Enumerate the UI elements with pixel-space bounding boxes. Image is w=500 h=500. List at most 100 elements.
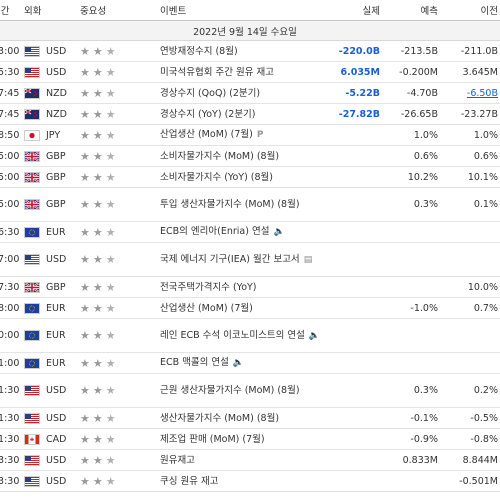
event-name[interactable]: 쿠싱 원유 재고 bbox=[156, 470, 326, 492]
col-previous-header[interactable]: 이전 bbox=[442, 0, 500, 21]
speaker-icon: 🔈 bbox=[232, 358, 245, 368]
currency-code: USD bbox=[46, 454, 67, 466]
event-name[interactable]: ECB 맥콜의 연설 🔈 bbox=[156, 352, 326, 374]
event-label[interactable]: ECB 맥콜의 연설 bbox=[160, 357, 229, 368]
event-name[interactable]: 생산자물가지수 (MoM) (8월) bbox=[156, 407, 326, 429]
previous-value: -211.0B bbox=[442, 40, 500, 62]
event-label[interactable]: 원유재고 bbox=[160, 454, 195, 466]
speaker-icon: 🔈 bbox=[308, 330, 321, 341]
star-icon: ★ bbox=[80, 329, 90, 342]
event-label[interactable]: 산업생산 (MoM) (7월) bbox=[160, 302, 253, 314]
importance-cell: ★ ★ ★ bbox=[76, 242, 156, 277]
col-event-header[interactable]: 이벤트 bbox=[156, 0, 326, 21]
col-actual-header[interactable]: 실제 bbox=[326, 0, 384, 21]
event-name[interactable]: 경상수지 (YoY) (2분기) bbox=[156, 103, 326, 125]
actual-value bbox=[326, 373, 384, 408]
event-label[interactable]: 투입 생산자물가지수 (MoM) (8월) bbox=[160, 199, 300, 210]
previous-value: -0.501M bbox=[442, 470, 500, 492]
forecast-value: 0.6% bbox=[384, 145, 442, 167]
event-name[interactable]: 원유재고 bbox=[156, 449, 326, 471]
forecast-value bbox=[384, 242, 442, 277]
event-label[interactable]: 제조업 판매 (MoM) (7월) bbox=[160, 433, 265, 445]
event-name[interactable]: 소비자물가지수 (YoY) (8월) bbox=[156, 166, 326, 188]
event-label[interactable]: 산업생산 (MoM) (7월) bbox=[160, 129, 253, 140]
star-icon: ★ bbox=[105, 280, 116, 294]
star-icon: ★ bbox=[80, 128, 90, 142]
forecast-value bbox=[384, 276, 442, 298]
event-name[interactable]: 전국주택가격지수 (YoY) bbox=[156, 276, 326, 298]
star-icon: ★ bbox=[105, 453, 116, 467]
importance-cell: ★ ★ ★ bbox=[76, 82, 156, 104]
actual-value bbox=[326, 318, 384, 353]
event-label[interactable]: 국제 에너지 기구(IEA) 월간 보고서 bbox=[160, 253, 300, 265]
col-currency-header[interactable]: 외화 bbox=[20, 0, 76, 21]
event-label[interactable]: 전국주택가격지수 (YoY) bbox=[160, 281, 257, 293]
event-name[interactable]: 산업생산 (MoM) (7월) P bbox=[156, 124, 326, 146]
event-label[interactable]: 레인 ECB 수석 이코노미스트의 연설 bbox=[160, 329, 305, 341]
event-name[interactable]: ECB의 엔리아(Enria) 연설 🔈 bbox=[156, 221, 326, 243]
event-label[interactable]: 미국석유협회 주간 원유 재고 bbox=[160, 66, 274, 78]
us-flag-icon bbox=[24, 45, 40, 57]
importance-cell: ★ ★ ★ bbox=[76, 352, 156, 374]
event-name[interactable]: 제조업 판매 (MoM) (7월) bbox=[156, 428, 326, 450]
event-time: 16:30 bbox=[0, 221, 20, 243]
star-icon: ★ bbox=[105, 384, 116, 397]
event-label[interactable]: 근원 생산자물가지수 (MoM) (8월) bbox=[160, 385, 300, 396]
currency-cell: USD bbox=[20, 470, 76, 492]
previous-value: -0.8% bbox=[442, 428, 500, 450]
star-icon: ★ bbox=[80, 198, 90, 211]
event-label[interactable]: 연방재정수지 (8월) bbox=[160, 45, 238, 57]
previous-value-text: 3.645M bbox=[462, 66, 498, 78]
nz-flag-icon bbox=[24, 108, 40, 120]
event-name[interactable]: 레인 ECB 수석 이코노미스트의 연설 🔈 bbox=[156, 318, 326, 353]
event-label[interactable]: 경상수지 (QoQ) (2분기) bbox=[160, 87, 261, 99]
event-label[interactable]: 소비자물가지수 (MoM) (8월) bbox=[160, 150, 280, 162]
importance-cell: ★ ★ ★ bbox=[76, 40, 156, 62]
event-name[interactable]: 연방재정수지 (8월) bbox=[156, 40, 326, 62]
event-label[interactable]: 쿠싱 원유 재고 bbox=[160, 475, 219, 487]
actual-value bbox=[326, 187, 384, 222]
event-name[interactable]: 국제 에너지 기구(IEA) 월간 보고서 ▤ bbox=[156, 242, 326, 277]
col-time-header[interactable]: 시간 bbox=[0, 0, 20, 21]
event-label[interactable]: 경상수지 (YoY) (2분기) bbox=[160, 108, 256, 120]
event-name[interactable]: 투입 생산자물가지수 (MoM) (8월) bbox=[156, 187, 326, 222]
event-name[interactable]: 근원 생산자물가지수 (MoM) (8월) bbox=[156, 373, 326, 408]
previous-value-text: 0.6% bbox=[473, 150, 498, 162]
col-importance-header[interactable]: 중요성 bbox=[76, 0, 156, 21]
star-icon: ★ bbox=[80, 411, 90, 425]
event-name[interactable]: 미국석유협회 주간 원유 재고 bbox=[156, 61, 326, 83]
currency-code: USD bbox=[46, 475, 67, 487]
event-label[interactable]: 생산자물가지수 (MoM) (8월) bbox=[160, 412, 280, 424]
event-name[interactable]: 소비자물가지수 (MoM) (8월) bbox=[156, 145, 326, 167]
event-label[interactable]: ECB의 엔리아(Enria) 연설 bbox=[160, 226, 270, 237]
previous-value-text[interactable]: -6.50B bbox=[466, 87, 498, 99]
event-name[interactable]: 산업생산 (MoM) (7월) bbox=[156, 297, 326, 319]
currency-code: CAD bbox=[46, 433, 67, 445]
currency-cell: USD bbox=[20, 407, 76, 429]
event-time: 07:45 bbox=[0, 103, 20, 125]
star-icon: ★ bbox=[105, 411, 116, 425]
star-icon: ★ bbox=[80, 453, 90, 467]
event-label[interactable]: 소비자물가지수 (YoY) (8월) bbox=[160, 171, 273, 183]
col-forecast-header[interactable]: 예측 bbox=[384, 0, 442, 21]
event-name[interactable]: 경상수지 (QoQ) (2분기) bbox=[156, 82, 326, 104]
